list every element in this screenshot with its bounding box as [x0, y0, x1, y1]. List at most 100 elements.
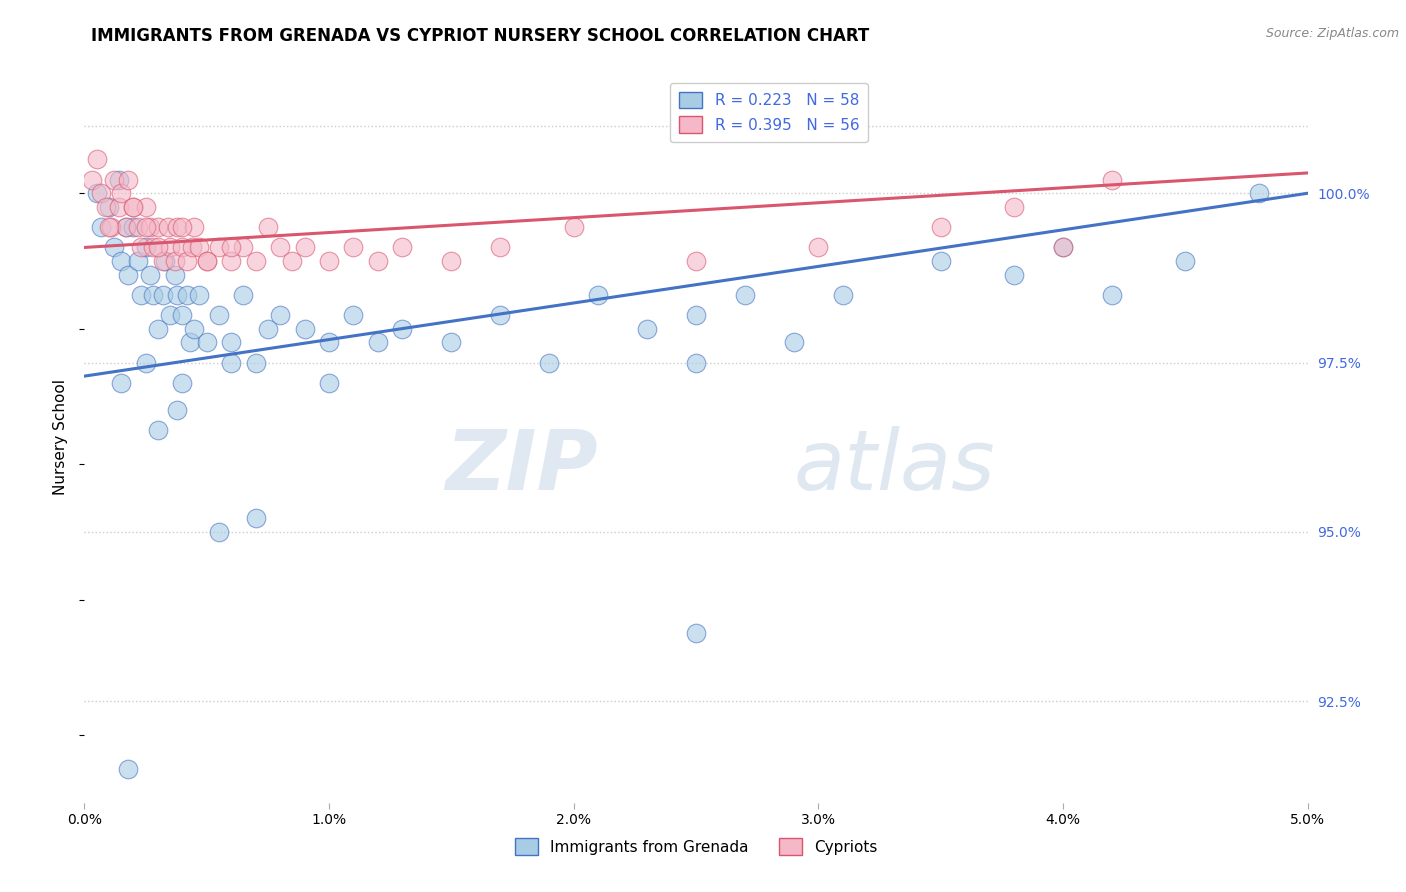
Text: ZIP: ZIP: [446, 425, 598, 507]
Point: [146, 423, 169, 437]
Text: atlas: atlas: [794, 425, 995, 507]
Point: [188, 288, 211, 302]
Point: [257, 220, 280, 235]
Point: [152, 288, 174, 302]
Point: [172, 220, 194, 235]
Point: [1101, 172, 1123, 186]
Point: [117, 762, 139, 776]
Point: [166, 403, 188, 417]
Point: [146, 240, 169, 254]
Point: [90, 186, 112, 201]
Point: [1052, 240, 1074, 254]
Point: [831, 288, 853, 302]
Point: [807, 240, 830, 254]
Point: [103, 172, 125, 186]
Point: [97, 220, 120, 235]
Point: [1247, 186, 1270, 201]
Point: [122, 200, 145, 214]
Point: [245, 355, 267, 369]
Point: [734, 288, 756, 302]
Point: [232, 240, 254, 254]
Point: [342, 308, 364, 322]
Point: [281, 254, 304, 268]
Point: [146, 322, 169, 336]
Point: [245, 511, 267, 525]
Point: [391, 240, 413, 254]
Point: [86, 186, 108, 201]
Point: [188, 240, 211, 254]
Point: [232, 288, 254, 302]
Point: [159, 240, 181, 254]
Point: [135, 200, 157, 214]
Point: [219, 254, 242, 268]
Text: IMMIGRANTS FROM GRENADA VS CYPRIOT NURSERY SCHOOL CORRELATION CHART: IMMIGRANTS FROM GRENADA VS CYPRIOT NURSE…: [91, 27, 870, 45]
Point: [172, 240, 194, 254]
Point: [129, 240, 152, 254]
Point: [179, 335, 201, 350]
Point: [163, 268, 186, 282]
Point: [318, 254, 340, 268]
Point: [269, 240, 291, 254]
Point: [135, 220, 157, 235]
Point: [166, 288, 188, 302]
Point: [562, 220, 585, 235]
Point: [129, 288, 152, 302]
Point: [135, 240, 157, 254]
Point: [208, 524, 231, 539]
Point: [208, 308, 231, 322]
Point: [195, 254, 218, 268]
Point: [1174, 254, 1197, 268]
Legend: Immigrants from Grenada, Cypriots: Immigrants from Grenada, Cypriots: [509, 832, 883, 861]
Point: [929, 254, 952, 268]
Point: [538, 355, 561, 369]
Point: [269, 308, 291, 322]
Point: [100, 220, 122, 235]
Point: [440, 254, 463, 268]
Point: [80, 172, 103, 186]
Point: [139, 268, 162, 282]
Point: [257, 322, 280, 336]
Point: [139, 220, 162, 235]
Point: [318, 335, 340, 350]
Point: [110, 254, 132, 268]
Point: [176, 288, 198, 302]
Point: [195, 254, 218, 268]
Point: [181, 240, 204, 254]
Point: [172, 308, 194, 322]
Point: [586, 288, 609, 302]
Point: [117, 268, 139, 282]
Point: [127, 254, 149, 268]
Point: [122, 200, 145, 214]
Point: [219, 240, 242, 254]
Point: [294, 322, 316, 336]
Point: [685, 626, 707, 640]
Point: [172, 376, 194, 390]
Point: [127, 220, 149, 235]
Point: [636, 322, 658, 336]
Point: [122, 220, 145, 235]
Point: [107, 172, 129, 186]
Point: [685, 308, 707, 322]
Point: [929, 220, 952, 235]
Y-axis label: Nursery School: Nursery School: [53, 379, 69, 495]
Point: [176, 254, 198, 268]
Point: [115, 220, 138, 235]
Point: [117, 172, 139, 186]
Point: [342, 240, 364, 254]
Point: [1002, 200, 1025, 214]
Point: [183, 322, 205, 336]
Point: [1101, 288, 1123, 302]
Point: [156, 220, 179, 235]
Point: [685, 254, 707, 268]
Point: [142, 288, 165, 302]
Point: [103, 240, 125, 254]
Point: [318, 376, 340, 390]
Point: [294, 240, 316, 254]
Point: [1052, 240, 1074, 254]
Point: [367, 254, 389, 268]
Point: [96, 200, 118, 214]
Point: [685, 355, 707, 369]
Point: [1002, 268, 1025, 282]
Point: [489, 240, 512, 254]
Point: [107, 200, 129, 214]
